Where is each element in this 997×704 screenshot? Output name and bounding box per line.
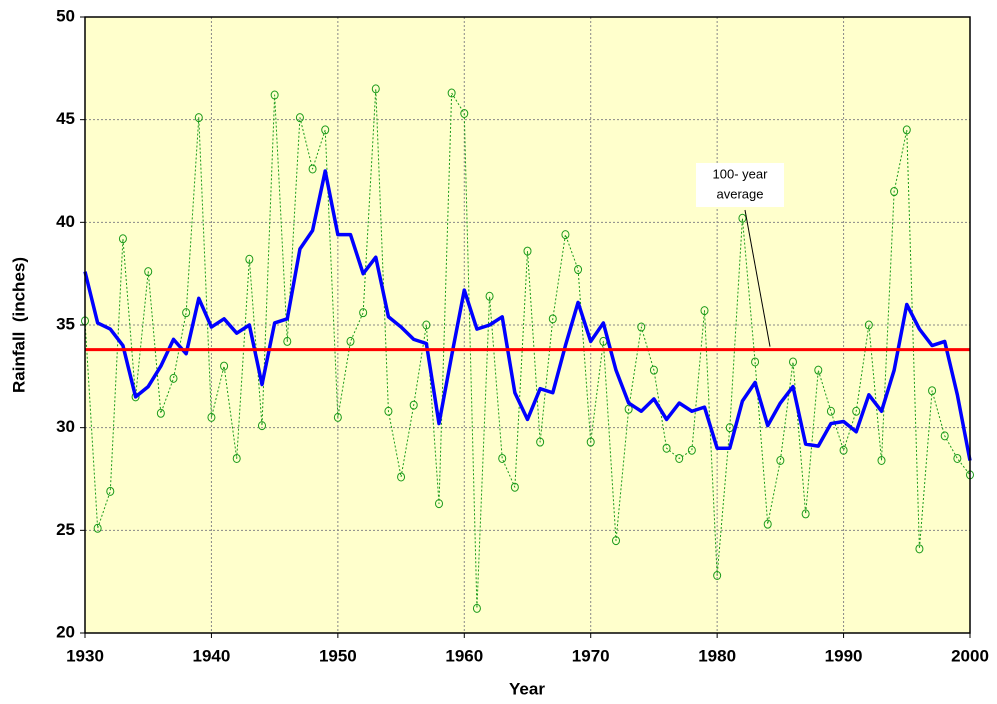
data-point: [763, 519, 772, 529]
data-point: [877, 456, 886, 466]
x-tick-label: 1970: [572, 646, 610, 665]
data-point: [106, 486, 115, 496]
data-point: [270, 90, 279, 100]
data-point: [359, 308, 368, 318]
data-point: [156, 408, 165, 418]
x-tick-label: 1950: [319, 646, 357, 665]
data-point: [637, 322, 646, 332]
data-point: [308, 164, 317, 174]
annotation-box: [696, 163, 784, 207]
data-point: [321, 125, 330, 135]
data-point: [738, 213, 747, 223]
data-point: [928, 386, 937, 396]
series-line: [84, 88, 971, 609]
data-point: [232, 453, 241, 463]
data-point: [447, 88, 456, 98]
data-point: [460, 109, 469, 119]
y-tick-label: 45: [56, 109, 75, 128]
data-point: [523, 246, 532, 256]
data-point: [435, 499, 443, 509]
data-point: [662, 443, 671, 453]
data-point: [687, 445, 696, 455]
data-point: [295, 113, 304, 123]
data-point: [713, 571, 722, 581]
x-tick-label: 1980: [698, 646, 736, 665]
data-point: [371, 84, 380, 94]
data-point: [422, 320, 431, 330]
data-point: [548, 314, 557, 324]
data-point: [789, 357, 797, 367]
y-tick-label: 35: [56, 314, 75, 333]
data-point: [409, 400, 418, 410]
x-tick-label: 1960: [445, 646, 483, 665]
data-point: [144, 267, 153, 277]
y-axis-label: Rainfall (inches): [9, 257, 28, 393]
data-point: [902, 125, 911, 135]
y-tick-label: 50: [56, 6, 75, 25]
data-point: [725, 423, 734, 433]
data-point: [498, 453, 507, 463]
data-point: [751, 357, 760, 367]
data-point: [194, 113, 203, 123]
x-tick-label: 1990: [825, 646, 863, 665]
data-point: [245, 254, 254, 264]
data-point: [826, 406, 835, 416]
y-tick-label: 25: [56, 520, 75, 539]
data-point: [182, 308, 191, 318]
data-point: [915, 544, 924, 554]
data-point: [510, 482, 519, 492]
data-point: [675, 453, 684, 463]
data-point: [814, 365, 823, 375]
data-point: [649, 365, 658, 375]
data-point: [207, 412, 216, 422]
annotation-arrow: [744, 209, 771, 347]
data-point: [852, 406, 861, 416]
x-tick-label: 1930: [66, 646, 104, 665]
data-point: [776, 456, 785, 466]
data-point: [953, 453, 962, 463]
data-point: [397, 472, 406, 482]
data-point: [485, 291, 494, 301]
data-point: [536, 437, 545, 447]
data-point: [839, 445, 848, 455]
data-point: [624, 404, 633, 414]
y-tick-label: 30: [56, 417, 75, 436]
data-point: [93, 523, 102, 533]
data-point: [574, 265, 583, 275]
x-tick-label: 2000: [951, 646, 989, 665]
annotation-text: average: [717, 186, 764, 201]
data-point: [940, 431, 949, 441]
y-tick-label: 20: [56, 622, 75, 641]
data-point: [864, 320, 873, 330]
series-line: [83, 169, 972, 461]
data-point: [118, 234, 127, 244]
data-point: [472, 603, 481, 613]
x-axis-label: Year: [509, 679, 545, 698]
data-point: [258, 421, 266, 431]
data-point: [220, 361, 229, 371]
x-tick-label: 1940: [193, 646, 231, 665]
data-point: [801, 509, 810, 519]
data-point: [333, 412, 342, 422]
data-point: [586, 437, 595, 447]
data-point: [169, 373, 178, 383]
data-point: [346, 336, 355, 346]
annotation-text: 100- year: [713, 166, 769, 181]
data-point: [612, 536, 620, 546]
data-point: [561, 230, 570, 240]
data-point: [384, 406, 393, 416]
data-point: [890, 187, 899, 197]
y-tick-label: 40: [56, 212, 75, 231]
data-point: [283, 336, 292, 346]
data-point: [700, 306, 709, 316]
